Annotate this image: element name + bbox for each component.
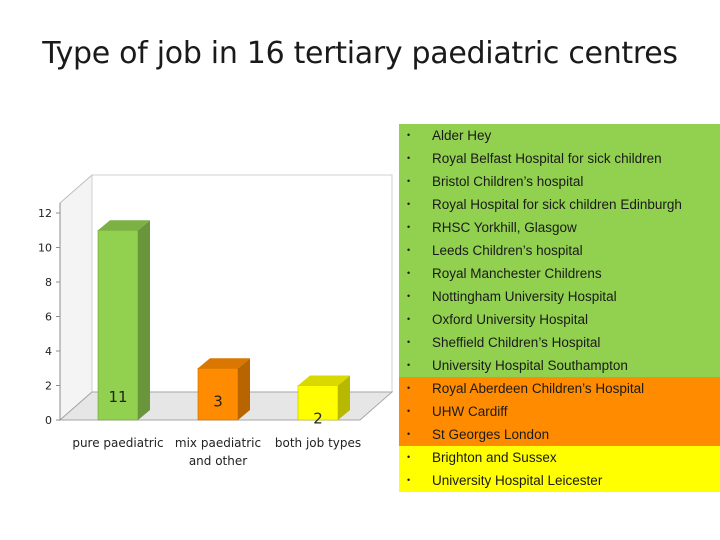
x-category-label: pure paediatric: [72, 436, 163, 450]
bullet-icon: •: [407, 176, 411, 186]
bar-1: [97, 220, 150, 421]
legend-item: • Royal Aberdeen Children’s Hospital: [399, 377, 720, 400]
legend-item: • Brighton and Sussex: [399, 446, 720, 469]
legend-item-label: Royal Belfast Hospital for sick children: [432, 151, 662, 166]
legend-item: • Bristol Children’s hospital: [399, 170, 720, 193]
bullet-icon: •: [407, 291, 411, 301]
legend-item: • Nottingham University Hospital: [399, 285, 720, 308]
bullet-icon: •: [407, 314, 411, 324]
side-wall: [59, 173, 93, 422]
legend-item-label: Royal Aberdeen Children’s Hospital: [432, 381, 645, 396]
y-tick-label: 0: [45, 414, 52, 427]
legend-item: • Sheffield Children’s Hospital: [399, 331, 720, 354]
chart-title: Type of job in 16 tertiary paediatric ce…: [42, 36, 678, 71]
y-tick-label: 12: [38, 207, 52, 220]
legend-groups: • Alder Hey • Royal Belfast Hospital for si…: [399, 124, 720, 492]
legend-item-label: University Hospital Southampton: [432, 358, 628, 373]
legend-item: • Alder Hey: [399, 124, 720, 147]
legend-item-label: Oxford University Hospital: [432, 312, 589, 327]
legend-item-label: UHW Cardiff: [432, 404, 508, 419]
legend-item-label: RHSC Yorkhill, Glasgow: [432, 220, 577, 235]
bullet-icon: •: [407, 245, 411, 255]
legend-item-label: Brighton and Sussex: [432, 450, 557, 465]
legend-item: • University Hospital Southampton: [399, 354, 720, 377]
bullet-icon: •: [407, 199, 411, 209]
bullet-icon: •: [407, 153, 411, 163]
legend-item: • Royal Belfast Hospital for sick childre…: [399, 147, 720, 170]
legend-item-label: Leeds Children’s hospital: [432, 243, 583, 258]
legend-item-label: Bristol Children’s hospital: [432, 174, 584, 189]
bullet-icon: •: [407, 337, 411, 347]
bar-top: [198, 358, 250, 369]
y-tick-label: 10: [38, 242, 52, 255]
bar-chart: 0 2 4 6 8 10 12 11 3 2 pure paediatric mix paedia…: [38, 173, 394, 468]
bullet-icon: •: [407, 383, 411, 393]
bar-side: [238, 358, 250, 420]
bullet-icon: •: [407, 452, 411, 462]
bar-series: [97, 220, 350, 421]
x-category-label: and other: [189, 454, 247, 468]
y-axis: 0 2 4 6 8 10 12: [38, 203, 61, 427]
bar-side: [138, 220, 150, 420]
legend-group-3: • Brighton and Sussex • University Hospital…: [399, 446, 720, 492]
legend-item: • RHSC Yorkhill, Glasgow: [399, 216, 720, 239]
data-labels: 11 3 2: [108, 388, 322, 428]
bullet-icon: •: [407, 475, 411, 485]
y-tick-label: 2: [45, 380, 52, 393]
y-tick-label: 8: [45, 276, 52, 289]
x-axis-categories: pure paediatric mix paediatric and other bo…: [72, 436, 361, 468]
legend-item: • University Hospital Leicester: [399, 469, 720, 492]
y-tick-label: 6: [45, 311, 52, 324]
legend-item: • UHW Cardiff: [399, 400, 720, 423]
legend-group-1: • Alder Hey • Royal Belfast Hospital for si…: [399, 124, 720, 377]
legend-item: • Royal Manchester Childrens: [399, 262, 720, 285]
bullet-icon: •: [407, 222, 411, 232]
data-label: 11: [108, 388, 127, 406]
legend-item: • Oxford University Hospital: [399, 308, 720, 331]
bar-side: [338, 375, 350, 420]
bar-top: [298, 375, 350, 386]
legend-item-label: University Hospital Leicester: [432, 473, 603, 488]
x-category-label: mix paediatric: [175, 436, 261, 450]
bullet-icon: •: [407, 406, 411, 416]
data-label: 2: [313, 410, 323, 428]
x-category-label: both job types: [275, 436, 361, 450]
legend-item-label: Sheffield Children’s Hospital: [432, 335, 601, 350]
bullet-icon: •: [407, 268, 411, 278]
legend-item: • Royal Hospital for sick children Edinbu…: [399, 193, 720, 216]
legend-panel: • Alder Hey • Royal Belfast Hospital for si…: [399, 124, 720, 492]
legend-group-2: • Royal Aberdeen Children’s Hospital • UHW …: [399, 377, 720, 446]
legend-item-label: Alder Hey: [432, 128, 492, 143]
legend-item-label: Royal Hospital for sick children Edinbur…: [432, 197, 682, 212]
legend-item-label: Nottingham University Hospital: [432, 289, 617, 304]
bar-2: [197, 358, 250, 421]
y-tick-label: 4: [45, 345, 52, 358]
legend-item: • St Georges London: [399, 423, 720, 446]
legend-item-label: St Georges London: [432, 427, 550, 442]
bar-top: [98, 220, 150, 231]
bar-3: [297, 375, 350, 421]
legend-item: • Leeds Children’s hospital: [399, 239, 720, 262]
bullet-icon: •: [407, 429, 411, 439]
legend-item-label: Royal Manchester Childrens: [432, 266, 602, 281]
bullet-icon: •: [407, 130, 411, 140]
bullet-icon: •: [407, 360, 411, 370]
data-label: 3: [213, 392, 223, 410]
